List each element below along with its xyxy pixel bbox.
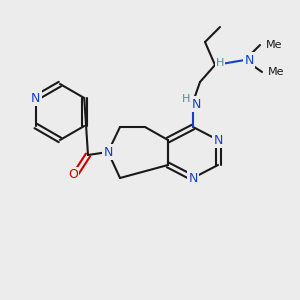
Text: N: N bbox=[188, 172, 198, 184]
Text: N: N bbox=[191, 98, 201, 110]
Text: Me: Me bbox=[266, 40, 283, 50]
Text: N: N bbox=[213, 134, 223, 146]
Text: N: N bbox=[103, 146, 113, 158]
Text: H: H bbox=[216, 58, 224, 68]
Text: H: H bbox=[182, 94, 190, 104]
Text: N: N bbox=[244, 53, 254, 67]
Text: N: N bbox=[31, 92, 40, 104]
Text: Me: Me bbox=[268, 67, 284, 77]
Text: O: O bbox=[68, 169, 78, 182]
